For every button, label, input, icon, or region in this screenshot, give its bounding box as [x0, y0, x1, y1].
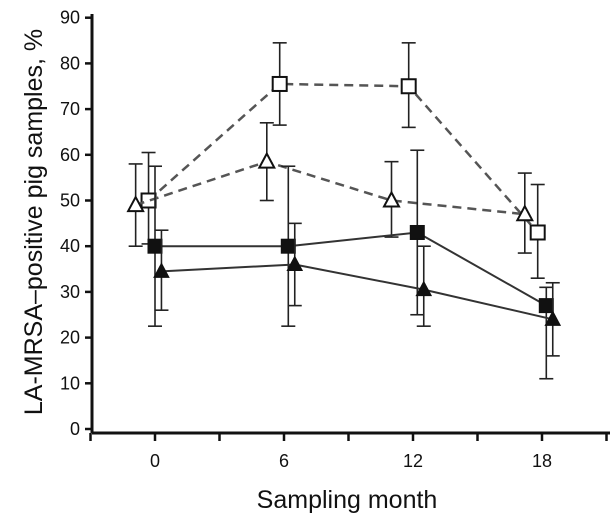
data-point [126, 194, 145, 213]
data-point [147, 238, 163, 254]
data-point [529, 224, 546, 241]
y-tick-label: 50 [60, 191, 80, 211]
x-tick-label: 0 [150, 451, 160, 471]
series-layer [126, 42, 562, 380]
data-point [257, 151, 276, 169]
y-tick-label: 40 [60, 236, 80, 256]
x-axis-title: Sampling month [257, 486, 438, 514]
data-point [280, 238, 296, 254]
series-line [135, 160, 525, 216]
series-line [161, 263, 553, 321]
x-ticks: 0 6 12 18 [89, 433, 608, 471]
y-tick-label: 0 [70, 419, 80, 439]
y-tick-label: 20 [60, 328, 80, 348]
y-tick-label: 90 [60, 8, 80, 28]
series-filled-triangle [153, 222, 562, 357]
data-point [382, 190, 401, 208]
x-tick-label: 6 [279, 451, 289, 471]
data-point [286, 255, 304, 271]
y-tick-label: 30 [60, 282, 80, 302]
y-axis-title: LA-MRSA–positive pig samples, % [20, 29, 48, 415]
axes [90, 14, 610, 435]
data-point [140, 192, 157, 209]
data-point [544, 310, 562, 326]
series-line [147, 82, 539, 234]
data-point [153, 262, 170, 278]
data-point [538, 298, 554, 314]
y-ticks: 0 10 20 30 40 50 60 70 80 90 [60, 8, 92, 439]
data-point [271, 75, 288, 92]
y-tick-label: 70 [60, 99, 80, 119]
x-tick-label: 12 [403, 451, 423, 471]
series-open-square [140, 42, 546, 279]
data-point [515, 204, 534, 222]
data-point [400, 78, 417, 95]
data-point [409, 224, 425, 240]
y-tick-label: 10 [60, 373, 80, 393]
y-tick-label: 80 [60, 53, 80, 73]
x-tick-label: 18 [532, 451, 552, 471]
data-point [415, 280, 433, 297]
series-line [155, 231, 547, 307]
y-tick-label: 60 [60, 145, 80, 165]
series-filled-square [147, 149, 554, 380]
series-open-triangle [126, 122, 534, 254]
